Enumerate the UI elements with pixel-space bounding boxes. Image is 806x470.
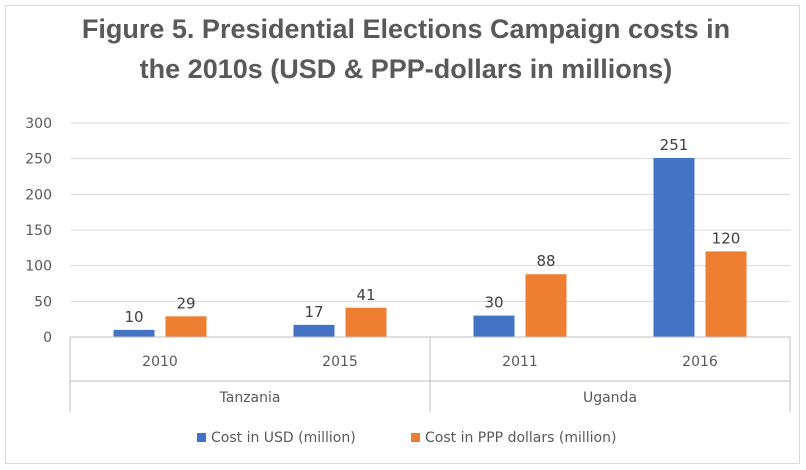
data-label: 251 <box>660 136 689 154</box>
x-tick-label: 2011 <box>502 354 538 370</box>
bar <box>113 329 155 337</box>
y-tick-label: 150 <box>25 223 52 239</box>
bar <box>165 316 207 337</box>
data-label: 10 <box>124 308 143 326</box>
bar <box>293 324 335 337</box>
group-label: Tanzania <box>219 390 281 406</box>
bar <box>473 315 515 337</box>
group-label: Uganda <box>583 390 637 406</box>
data-label: 17 <box>304 303 323 321</box>
y-tick-label: 50 <box>34 294 52 310</box>
data-label: 120 <box>712 229 741 247</box>
legend-swatch <box>411 433 420 442</box>
y-tick-label: 100 <box>25 259 52 275</box>
legend-label: Cost in USD (million) <box>211 430 356 446</box>
x-tick-label: 2015 <box>322 354 358 370</box>
bar <box>653 157 695 337</box>
x-tick-label: 2016 <box>682 354 718 370</box>
bar <box>345 307 387 337</box>
data-label: 41 <box>356 286 375 304</box>
legend-label: Cost in PPP dollars (million) <box>425 430 616 446</box>
bar <box>525 274 567 337</box>
data-label: 88 <box>536 252 555 270</box>
bar <box>705 251 747 337</box>
x-tick-label: 2010 <box>142 354 178 370</box>
y-tick-label: 0 <box>43 330 52 346</box>
y-tick-label: 300 <box>25 116 52 132</box>
y-tick-label: 250 <box>25 152 52 168</box>
legend: Cost in USD (million) Cost in PPP dollars… <box>197 430 616 446</box>
y-tick-label: 200 <box>25 187 52 203</box>
legend-swatch <box>197 433 206 442</box>
bars: 10 29 17 41 30 88 251 120 <box>113 136 747 337</box>
y-axis: 0 50 100 150 200 250 300 <box>25 116 52 346</box>
data-label: 29 <box>176 294 195 312</box>
x-axis: 2010 2015 2011 2016 Tanzania Uganda <box>69 336 791 412</box>
chart-title-line-1: Figure 5. Presidential Elections Campaig… <box>82 14 730 44</box>
chart-title-line-2: the 2010s (USD & PPP-dollars in millions… <box>140 54 673 84</box>
data-label: 30 <box>484 294 503 312</box>
